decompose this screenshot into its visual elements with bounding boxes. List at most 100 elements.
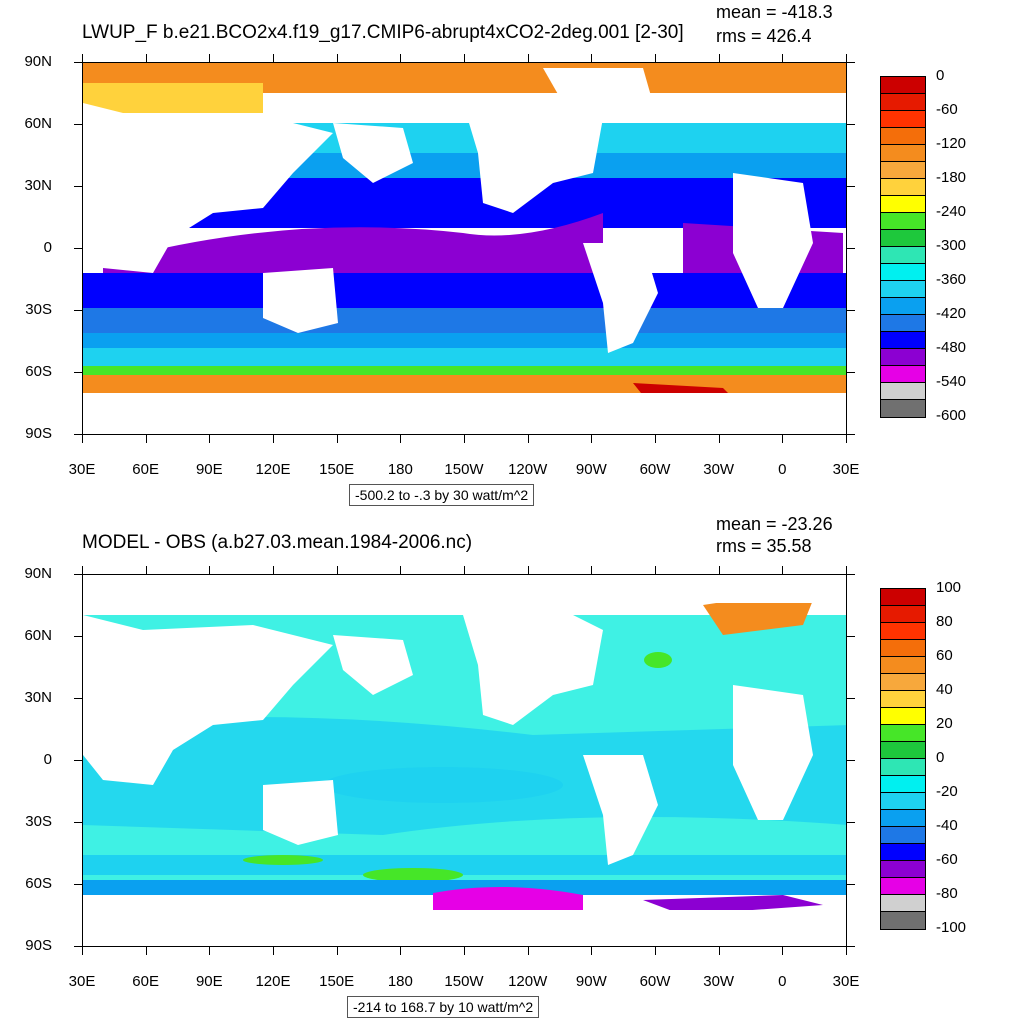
top-colorbar-label: -180 xyxy=(936,169,967,186)
bottom-colorbar-label: -20 xyxy=(936,783,958,800)
top-lon-tick xyxy=(273,435,274,443)
top-lon-label: 30E xyxy=(832,461,860,478)
bottom-lon-tick xyxy=(273,566,274,574)
top-colorbar-label: -420 xyxy=(936,305,967,322)
top-lat-tick xyxy=(847,186,855,187)
top-land-africa xyxy=(733,173,813,308)
top-lon-tick xyxy=(655,435,656,443)
top-map-field xyxy=(83,63,846,434)
top-lat-label: 0 xyxy=(43,239,52,256)
bottom-lat-label: 60N xyxy=(24,627,52,644)
top-panel-title: LWUP_F b.e21.BCO2x4.f19_g17.CMIP6-abrupt… xyxy=(82,22,684,43)
top-colorbar-cell xyxy=(881,94,925,111)
top-lon-label: 30E xyxy=(68,461,96,478)
bottom-colorbar-cell xyxy=(881,759,925,776)
bottom-lon-tick xyxy=(846,947,847,955)
bottom-lat-tick xyxy=(74,884,82,885)
bottom-colorbar-label: 20 xyxy=(936,715,953,732)
bottom-map xyxy=(82,574,847,947)
top-lon-tick xyxy=(145,54,147,62)
bottom-colorbar-cell xyxy=(881,793,925,810)
top-land-north-america xyxy=(463,93,603,213)
bottom-lon-tick xyxy=(527,947,529,955)
top-range-label: -500.2 to -.3 by 30 watt/m^2 xyxy=(349,484,535,506)
top-lon-tick xyxy=(336,435,338,443)
top-land-eurasia xyxy=(83,103,333,273)
bottom-lon-tick xyxy=(782,947,784,955)
top-colorbar-cell xyxy=(881,247,925,264)
top-colorbar-label: -360 xyxy=(936,271,967,288)
top-colorbar-cell xyxy=(881,315,925,332)
bottom-lat-tick xyxy=(74,574,82,575)
bottom-colorbar-label: 60 xyxy=(936,647,953,664)
top-colorbar-cell xyxy=(881,383,925,400)
bottom-colorbar-label: -60 xyxy=(936,851,958,868)
bottom-lon-tick xyxy=(464,566,465,574)
bottom-lon-tick xyxy=(718,947,720,955)
top-lon-tick xyxy=(846,54,847,62)
top-lat-tick xyxy=(847,434,855,435)
bottom-land-antarctica xyxy=(83,910,846,946)
bottom-lon-tick xyxy=(82,566,83,574)
bottom-panel-title: MODEL - OBS (a.b27.03.mean.1984-2006.nc) xyxy=(82,532,473,553)
bottom-lon-tick xyxy=(782,566,784,574)
top-lat-tick xyxy=(847,248,855,249)
bottom-land-eurasia xyxy=(83,615,333,785)
top-colorbar-cell xyxy=(881,230,925,247)
bottom-lat-label: 0 xyxy=(43,751,52,768)
top-lon-label: 90W xyxy=(575,461,607,478)
bottom-colorbar-cell xyxy=(881,657,925,674)
top-land-australia xyxy=(263,268,338,333)
bottom-land-south-america xyxy=(583,755,658,865)
top-lon-tick xyxy=(82,54,83,62)
bottom-panel-rms: rms = 35.58 xyxy=(716,536,812,556)
bottom-lat-label: 90N xyxy=(24,565,52,582)
bottom-lon-tick xyxy=(336,566,338,574)
top-colorbar-cell xyxy=(881,264,925,281)
top-lon-label: 120E xyxy=(255,461,291,478)
bottom-colorbar-cell xyxy=(881,810,925,827)
bottom-colorbar-cell xyxy=(881,742,925,759)
bottom-lat-tick xyxy=(847,574,855,575)
bottom-colorbar-cell xyxy=(881,827,925,844)
bottom-lat-tick xyxy=(847,822,855,823)
top-lon-tick xyxy=(209,54,211,62)
bottom-lat-tick xyxy=(74,698,82,699)
bottom-colorbar-cell xyxy=(881,691,925,708)
bottom-lon-tick xyxy=(336,947,338,955)
bottom-lon-label: 30W xyxy=(703,973,735,990)
bottom-colorbar-cell xyxy=(881,708,925,725)
top-lon-tick xyxy=(400,435,402,443)
top-lon-label: 150W xyxy=(444,461,484,478)
top-map xyxy=(82,62,847,435)
top-lat-label: 60S xyxy=(25,363,52,380)
bottom-lon-tick xyxy=(655,947,656,955)
top-colorbar-cell xyxy=(881,366,925,383)
top-lon-tick xyxy=(400,54,402,62)
top-colorbar-label: -480 xyxy=(936,339,967,356)
bottom-lon-label: 120W xyxy=(508,973,548,990)
top-colorbar-cell xyxy=(881,128,925,145)
bottom-lon-tick xyxy=(591,947,593,955)
top-colorbar-cell xyxy=(881,298,925,315)
top-lon-tick xyxy=(464,54,465,62)
top-lat-label: 30N xyxy=(24,177,52,194)
top-lat-label: 30S xyxy=(25,301,52,318)
bottom-lon-label: 90W xyxy=(575,973,607,990)
bottom-lat-label: 30S xyxy=(25,813,52,830)
bottom-lon-tick xyxy=(400,566,402,574)
top-colorbar-cell xyxy=(881,349,925,366)
bottom-lat-tick xyxy=(847,884,855,885)
top-panel-mean: mean = -418.3 xyxy=(716,2,833,22)
top-lat-tick xyxy=(847,124,855,125)
bottom-colorbar-cell xyxy=(881,776,925,793)
top-lat-tick xyxy=(74,310,82,311)
top-colorbar-label: 0 xyxy=(936,67,945,84)
bottom-colorbar-label: 40 xyxy=(936,681,953,698)
top-colorbar-cell xyxy=(881,111,925,128)
bottom-magenta-anomaly xyxy=(433,886,583,910)
top-colorbar-cell xyxy=(881,145,925,162)
top-colorbar xyxy=(880,76,926,418)
top-lon-tick xyxy=(718,54,720,62)
bottom-lon-tick xyxy=(145,566,147,574)
